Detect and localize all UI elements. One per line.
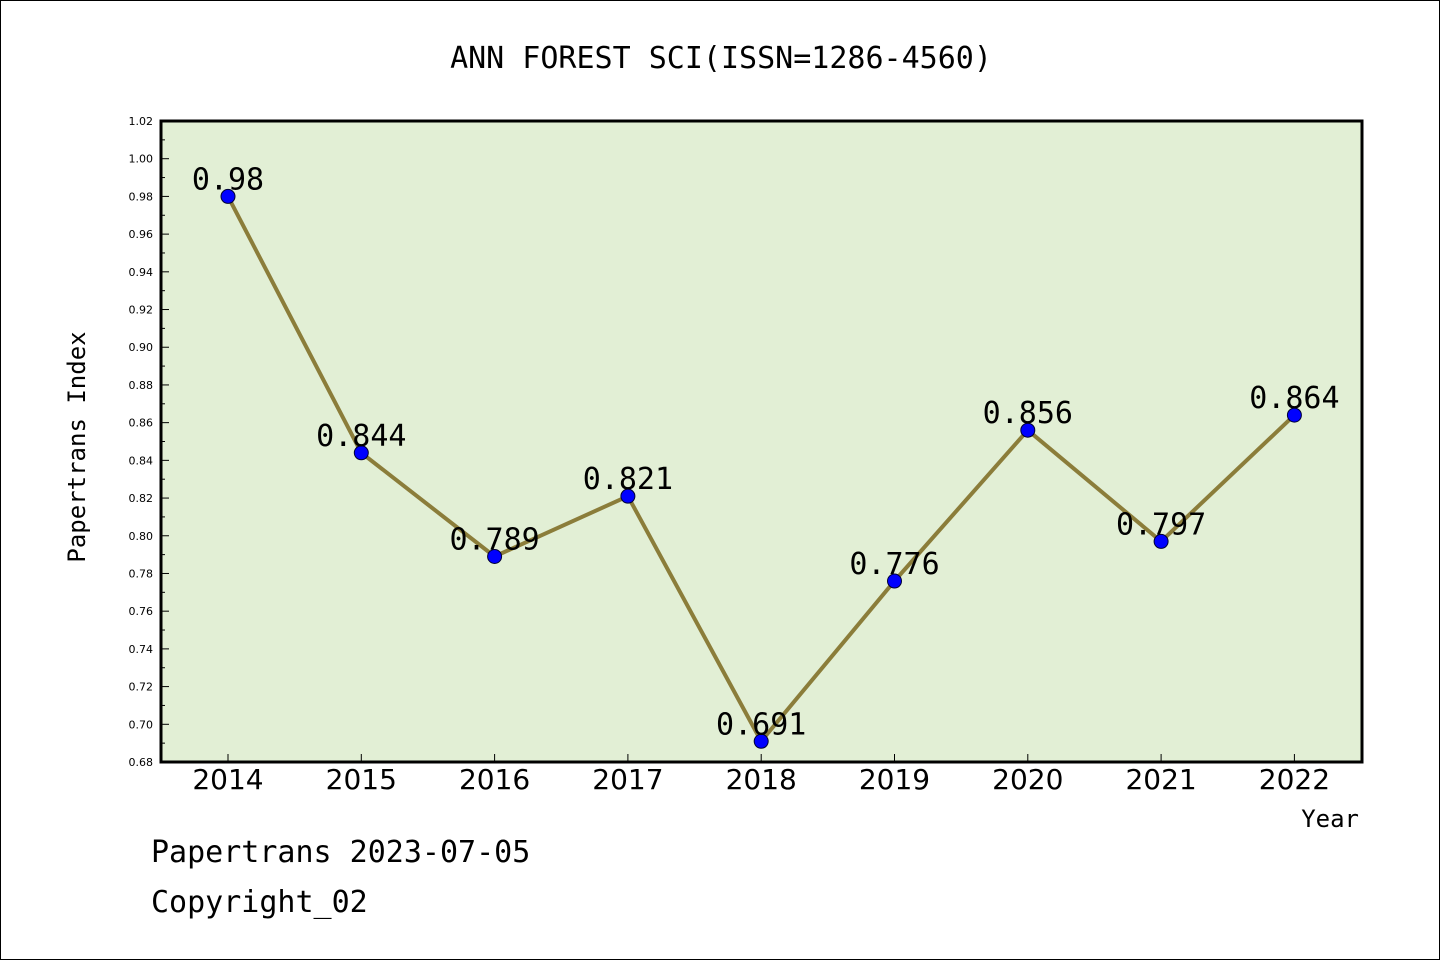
y-axis-title: Papertrans Index — [63, 331, 91, 562]
data-label: 0.856 — [983, 396, 1073, 431]
x-axis-title: Year — [1301, 805, 1359, 833]
x-tick-label: 2017 — [592, 763, 663, 796]
data-label: 0.789 — [449, 523, 539, 558]
y-tick-label: 0.94 — [129, 266, 154, 279]
data-point — [1286, 407, 1302, 423]
x-tick-label: 2020 — [992, 763, 1063, 796]
footer-copyright: Copyright_02 — [151, 885, 368, 920]
y-tick-label: 0.96 — [129, 228, 154, 241]
x-tick-label: 2022 — [1259, 763, 1330, 796]
x-tick-label: 2014 — [192, 763, 263, 796]
data-label: 0.776 — [849, 547, 939, 582]
data-label: 0.821 — [583, 462, 673, 497]
y-tick-label: 0.84 — [129, 454, 154, 467]
x-tick-label: 2021 — [1125, 763, 1196, 796]
data-labels-group: 0.98 0.844 0.789 0.821 0.691 0.776 0.856 0.797 0… — [192, 162, 1340, 742]
x-axis-ticks: 2014 2015 2016 2017 2018 2019 2020 2021 2022 — [192, 754, 1330, 796]
y-tick-label: 0.68 — [129, 756, 154, 769]
data-point — [753, 733, 769, 749]
y-tick-label: 0.78 — [129, 567, 154, 580]
y-tick-label: 0.98 — [129, 190, 154, 203]
series-group — [220, 188, 1302, 749]
y-tick-label: 0.74 — [129, 643, 154, 656]
x-tick-label: 2015 — [326, 763, 397, 796]
data-point — [487, 549, 503, 565]
x-tick-label: 2016 — [459, 763, 530, 796]
data-point — [1020, 422, 1036, 438]
plot-area — [159, 119, 1364, 764]
y-tick-label: 0.92 — [129, 304, 154, 317]
y-tick-label: 1.00 — [129, 153, 154, 166]
y-tick-label: 0.80 — [129, 530, 154, 543]
data-label: 0.797 — [1116, 507, 1206, 542]
y-tick-label: 0.70 — [129, 718, 154, 731]
y-tick-label: 0.76 — [129, 605, 154, 618]
data-point — [220, 188, 236, 204]
data-point — [887, 573, 902, 589]
data-point — [1153, 533, 1169, 549]
data-label: 0.691 — [716, 707, 806, 742]
data-label: 0.98 — [192, 162, 264, 197]
y-tick-label: 0.88 — [129, 379, 154, 392]
data-point — [620, 488, 636, 504]
y-tick-label: 0.86 — [129, 417, 154, 430]
y-tick-label: 0.90 — [129, 341, 154, 354]
x-tick-label: 2018 — [726, 763, 797, 796]
y-tick-label: 0.82 — [129, 492, 154, 505]
y-tick-label: 1.02 — [129, 115, 154, 128]
footer-date: Papertrans 2023-07-05 — [151, 835, 531, 870]
x-tick-label: 2019 — [859, 763, 930, 796]
y-tick-label: 0.72 — [129, 681, 154, 694]
data-label: 0.844 — [316, 419, 406, 454]
y-axis-ticks: 0.68 0.70 0.72 0.74 0.76 0.78 0.80 0.82 0.84 0.86… — [129, 115, 169, 769]
chart-title: ANN FOREST SCI(ISSN=1286-4560) — [450, 41, 992, 76]
data-point — [353, 445, 369, 461]
data-label: 0.864 — [1249, 381, 1339, 416]
